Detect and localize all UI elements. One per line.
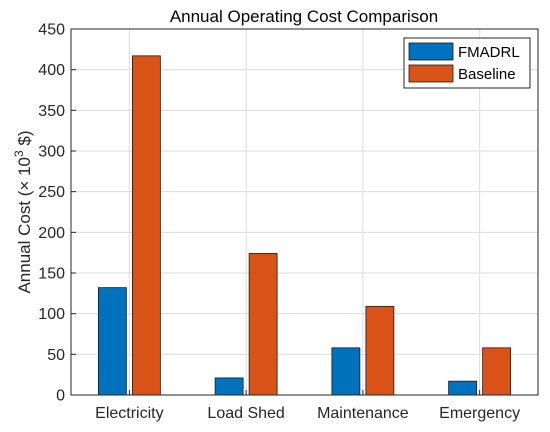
y-tick-label: 150 — [38, 266, 65, 283]
y-axis: 0 50 100 150 200 250 300 350 400 450 — [38, 22, 76, 405]
y-tick-label: 250 — [38, 184, 65, 201]
y-tick-label: 350 — [38, 103, 65, 120]
legend-swatch-baseline — [408, 64, 454, 83]
bar-baseline-emergency — [482, 347, 512, 396]
y-tick-label: 450 — [38, 22, 65, 39]
y-tick-label: 0 — [56, 388, 65, 405]
x-tick-label: Maintenance — [317, 405, 409, 422]
legend: FMADRL Baseline — [403, 37, 531, 89]
x-tick-label: Load Shed — [207, 405, 284, 422]
x-tick-label: Electricity — [95, 405, 163, 422]
legend-label-baseline: Baseline — [458, 66, 516, 83]
y-tick-label: 400 — [38, 62, 65, 79]
bar-fmadrl-maintenance — [331, 347, 361, 396]
bar-fmadrl-emergency — [448, 380, 478, 396]
bar-fmadrl-electricity — [97, 287, 127, 396]
legend-label-fmadrl: FMADRL — [458, 44, 520, 61]
y-tick-label: 50 — [47, 347, 65, 364]
y-axis-label: Annual Cost (× 103 $) — [12, 130, 34, 293]
chart-title: Annual Operating Cost Comparison — [170, 7, 438, 26]
bar-fmadrl-load-shed — [214, 377, 244, 396]
bar-baseline-load-shed — [248, 253, 278, 396]
bar-baseline-electricity — [131, 55, 161, 396]
bar-baseline-maintenance — [365, 305, 395, 396]
y-axis-label-base: 10 — [15, 157, 34, 181]
y-axis-label-suffix: $) — [15, 130, 34, 150]
legend-swatch-fmadrl — [408, 42, 454, 61]
plot-frame — [70, 28, 539, 396]
y-axis-label-prefix: Annual Cost ( — [15, 190, 34, 293]
bars — [97, 55, 512, 396]
y-tick-label: 300 — [38, 144, 65, 161]
y-axis-label-exponent: 3 — [12, 150, 26, 157]
x-axis: Electricity Load Shed Maintenance Emergency — [95, 390, 520, 422]
x-tick-label: Emergency — [439, 405, 520, 422]
y-tick-label: 100 — [38, 306, 65, 323]
y-axis-label-times: × — [15, 181, 34, 191]
y-tick-label: 200 — [38, 225, 65, 242]
